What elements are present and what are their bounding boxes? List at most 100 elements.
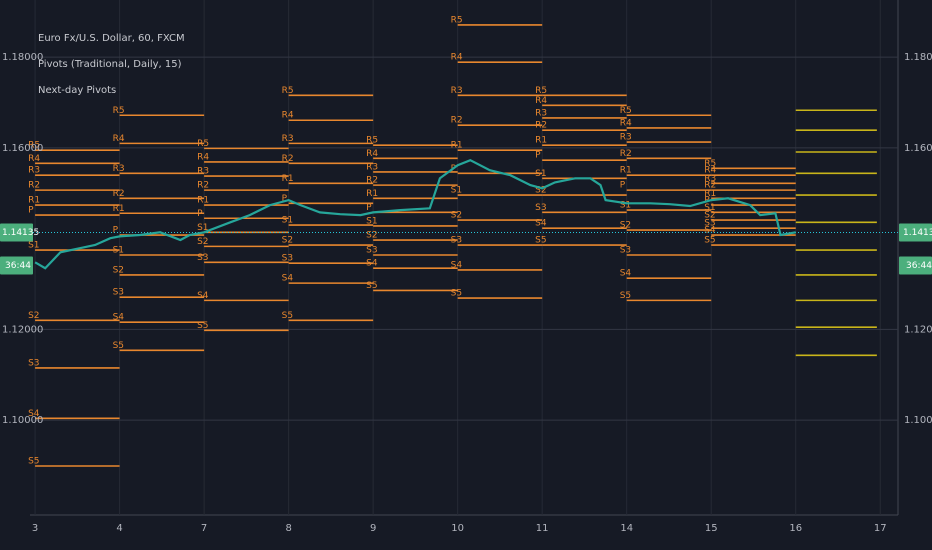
pivot-level-label: R3 [704,174,716,184]
countdown-label: 36:44 [5,261,31,271]
pivot-level-label: R1 [620,166,632,176]
pivot-level-label: R4 [704,166,716,176]
pivot-level-label: S4 [282,274,294,284]
y-tick-label: 1.12000 [904,324,932,335]
y-tick-label: 1.16000 [904,143,932,154]
price-line [34,158,796,270]
pivot-level-label: R5 [366,136,378,146]
last-price-label: 1.14135 [2,228,39,238]
pivot-level-label: R2 [197,181,209,191]
pivot-level-label: R4 [113,134,125,144]
pivot-level-label: S5 [197,321,208,331]
x-tick-label: 17 [874,523,887,534]
legend-pivots: Pivots (Traditional, Daily, 15) [38,59,182,70]
pivot-level-label: S1 [197,223,208,233]
pivot-level-label: R3 [535,108,547,118]
pivot-level-label: P [28,206,34,216]
y-tick-label: 1.10000 [904,415,932,426]
pivot-level-label: S5 [113,341,124,351]
pivot-level-label: S2 [535,186,546,196]
y-tick-label: 1.10000 [2,415,43,426]
pivot-level-label: R2 [113,189,125,199]
pivot-level-label: R5 [535,86,547,96]
pivot-level-label: R1 [28,196,40,206]
pivot-level-label: P [620,181,626,191]
pivot-levels: R5R4R3R2R1PS1S2S3S4S5R5R4R3R2R1PS1S2S3S4… [28,15,877,467]
pivot-level-label: S5 [366,281,377,291]
pivot-level-label: R3 [197,167,209,177]
pivot-level-label: R5 [28,141,40,151]
pivot-level-label: P [282,194,288,204]
pivot-level-label: R3 [451,86,463,96]
pivot-level-label: P [366,203,372,213]
pivot-level-label: S2 [366,231,377,241]
pivot-level-label: S4 [366,259,378,269]
last-price-badge [0,223,33,242]
pivot-level-label: R1 [535,136,547,146]
pivot-level-label: R5 [704,159,716,169]
pivot-level-label: S3 [197,253,208,263]
pivot-level-label: S2 [620,221,631,231]
pivot-level-label: R1 [704,189,716,199]
y-tick-label: 1.18000 [904,52,932,63]
x-tick-label: 8 [285,523,291,534]
pivot-level-label: S3 [620,246,631,256]
pivot-level-label: S2 [113,265,124,275]
pivot-level-label: S4 [28,409,40,419]
pivot-level-label: S4 [451,260,463,270]
pivot-level-label: S5 [535,236,546,246]
x-tick-label: 4 [116,523,122,534]
pivot-level-label: S3 [113,288,124,298]
x-tick-label: 14 [620,523,633,534]
pivot-level-label: R1 [197,196,209,206]
pivot-level-label: R4 [535,96,547,106]
grid [30,0,898,515]
pivot-level-label: S1 [28,241,39,251]
last-price-badge [899,223,932,242]
pivot-level-label: R4 [366,149,378,159]
y-tick-label: 1.18000 [2,52,43,63]
chart-title: Euro Fx/U.S. Dollar, 60, FXCM [38,33,185,44]
pivot-level-label: S1 [282,216,293,226]
countdown-badge [899,256,932,275]
pivot-level-label: P [535,151,541,161]
pivot-level-label: S1 [113,246,124,256]
pivot-level-label: R5 [620,106,632,116]
pivot-level-label: R5 [113,106,125,116]
pivot-level-label: R3 [113,164,125,174]
pivot-level-label: R1 [451,141,463,151]
pivot-level-label: R1 [113,204,125,214]
pivot-level-label: R4 [282,111,294,121]
pivot-level-label: R2 [282,154,294,164]
pivot-level-label: S2 [197,237,208,247]
pivot-level-label: S2 [282,236,293,246]
pivot-level-label: S3 [704,219,715,229]
pivot-level-label: R2 [620,149,632,159]
last-price-label: 1.14135 [903,228,932,238]
pivot-level-label: S2 [451,211,462,221]
pivot-level-label: S3 [28,358,39,368]
x-tick-label: 7 [201,523,207,534]
pivot-level-label: S1 [535,169,546,179]
pivot-level-label: S1 [620,201,631,211]
pivot-level-label: S1 [704,203,715,213]
pivot-level-label: R2 [366,176,378,186]
y-tick-label: 1.12000 [2,324,43,335]
pivot-level-label: R3 [620,133,632,143]
pivot-level-label: S5 [451,289,462,299]
pivot-level-label: S5 [28,456,39,466]
pivot-level-label: S3 [282,254,293,264]
x-tick-label: 15 [705,523,718,534]
pivot-level-label: S5 [282,311,293,321]
price-series [30,158,898,270]
countdown-label: 36:44 [906,261,932,271]
pivot-level-label: R1 [282,174,294,184]
x-tick-label: 11 [536,523,549,534]
pivot-level-label: S2 [28,311,39,321]
pivot-level-label: R3 [282,134,294,144]
pivot-level-label: R2 [535,121,547,131]
y-tick-label: 1.16000 [2,143,43,154]
pivot-level-label: S4 [535,219,547,229]
pivot-level-label: R2 [704,181,716,191]
